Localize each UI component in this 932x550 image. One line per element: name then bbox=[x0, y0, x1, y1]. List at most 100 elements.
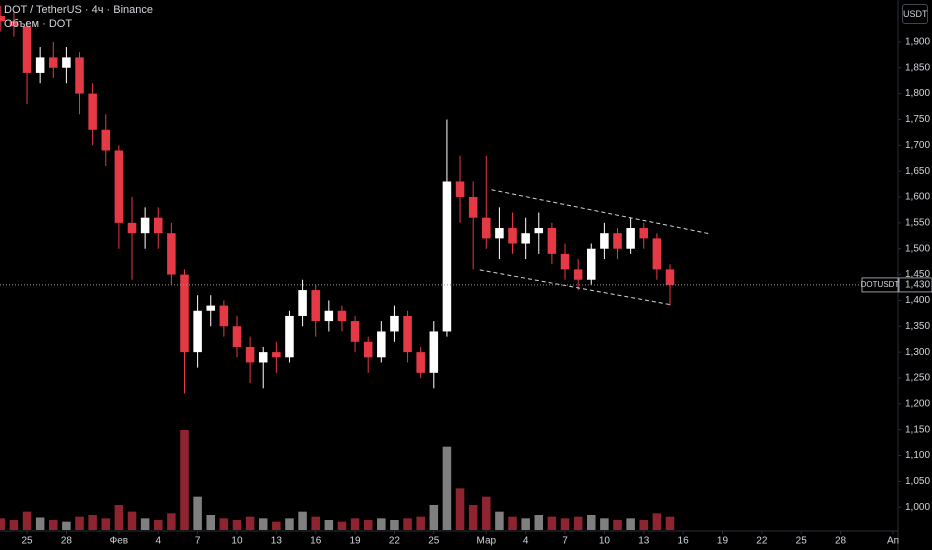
volume-bar bbox=[547, 516, 557, 530]
y-tick-label: 1,500 bbox=[905, 243, 930, 254]
volume-bar bbox=[140, 518, 150, 530]
candle-body bbox=[468, 197, 478, 218]
y-tick-label: 1,450 bbox=[905, 269, 930, 280]
trendline bbox=[479, 269, 673, 306]
x-tick-label: Мар bbox=[477, 536, 497, 547]
volume-bar bbox=[206, 515, 215, 530]
candle-body bbox=[285, 315, 294, 358]
volume-bar bbox=[573, 516, 583, 530]
x-tick-label: 25 bbox=[21, 536, 33, 547]
volume-bar bbox=[75, 516, 84, 530]
chart-title: DOT / TetherUS · 4ч · Binance bbox=[4, 4, 153, 16]
volume-bar bbox=[35, 517, 45, 530]
x-tick-label: 7 bbox=[195, 536, 201, 547]
x-tick-label: 16 bbox=[310, 536, 322, 547]
volume-bar bbox=[9, 520, 19, 530]
candle-body bbox=[600, 233, 609, 249]
volume-bar bbox=[600, 518, 609, 530]
candle-body bbox=[311, 290, 320, 322]
y-tick-label: 1,050 bbox=[905, 476, 930, 487]
volume-bar bbox=[219, 518, 229, 530]
candle-body bbox=[232, 326, 242, 347]
candle-body bbox=[153, 217, 163, 234]
candle-body bbox=[180, 274, 189, 353]
candle-body bbox=[101, 129, 111, 151]
symbol-badge bbox=[861, 277, 899, 293]
volume-bar bbox=[560, 518, 570, 530]
candle-body bbox=[534, 228, 544, 234]
volume-bar bbox=[468, 505, 478, 530]
volume-bar bbox=[167, 513, 176, 530]
candle-body bbox=[521, 233, 530, 244]
volume-bar bbox=[0, 518, 6, 530]
volume-bar bbox=[324, 520, 334, 530]
volume-bar bbox=[22, 511, 32, 530]
x-tick-label: 7 bbox=[562, 536, 568, 547]
volume-bar bbox=[232, 520, 242, 530]
y-tick-label: 1,150 bbox=[905, 424, 930, 435]
candle-body bbox=[508, 228, 517, 244]
x-tick-label: 19 bbox=[717, 536, 729, 547]
volume-bar bbox=[337, 521, 347, 530]
candle-body bbox=[403, 315, 412, 353]
candle-body bbox=[298, 290, 307, 316]
x-tick-label: 16 bbox=[678, 536, 690, 547]
candle-body bbox=[626, 228, 635, 249]
volume-bar bbox=[363, 520, 373, 530]
y-tick-label: 1,850 bbox=[905, 62, 930, 73]
candle-body bbox=[455, 181, 465, 198]
candle-body bbox=[350, 321, 360, 342]
volume-bar bbox=[285, 518, 294, 530]
candle-body bbox=[272, 352, 281, 358]
candle-body bbox=[258, 352, 268, 363]
candle-body bbox=[49, 57, 58, 68]
x-tick-label: 13 bbox=[638, 536, 650, 547]
candle-body bbox=[35, 57, 45, 73]
volume-bar bbox=[101, 518, 111, 530]
volume-bar bbox=[429, 505, 439, 530]
volume-bar bbox=[455, 488, 465, 530]
x-tick-label: 4 bbox=[155, 536, 161, 547]
candle-body bbox=[573, 269, 583, 280]
x-tick-label: 25 bbox=[796, 536, 808, 547]
volume-bar bbox=[416, 516, 425, 530]
y-tick-label: 1,200 bbox=[905, 398, 930, 409]
volume-bar bbox=[193, 496, 202, 530]
x-tick-label: Ап bbox=[887, 536, 899, 547]
currency-button[interactable]: USDT bbox=[902, 4, 928, 24]
volume-title: Объем · DOT bbox=[4, 18, 73, 30]
volume-bar bbox=[534, 515, 544, 530]
volume-bar bbox=[626, 518, 635, 530]
volume-bar bbox=[508, 516, 517, 530]
x-tick-label: 28 bbox=[835, 536, 847, 547]
candle-body bbox=[114, 150, 124, 223]
volume-bar bbox=[245, 516, 255, 530]
price-badge bbox=[898, 277, 932, 293]
x-tick-label: 13 bbox=[271, 536, 283, 547]
candle-body bbox=[88, 93, 97, 130]
volume-bar bbox=[114, 505, 124, 530]
volume-bar bbox=[639, 520, 649, 530]
volume-bar bbox=[88, 515, 97, 530]
volume-bar bbox=[272, 521, 281, 530]
candle-body bbox=[193, 310, 202, 353]
volume-bar bbox=[350, 518, 360, 530]
y-tick-label: 1,000 bbox=[905, 502, 930, 513]
volume-bar bbox=[613, 520, 622, 530]
candle-body bbox=[140, 217, 150, 234]
volume-bar bbox=[49, 520, 58, 530]
x-tick-label: 28 bbox=[61, 536, 73, 547]
volume-bar bbox=[495, 511, 504, 530]
x-tick-label: 22 bbox=[756, 536, 768, 547]
candle-body bbox=[324, 310, 334, 322]
y-tick-label: 1,650 bbox=[905, 166, 930, 177]
volume-bar bbox=[586, 515, 596, 530]
y-tick-label: 1,800 bbox=[905, 88, 930, 99]
candle-body bbox=[363, 341, 373, 358]
symbol-label: DOTUSDT bbox=[861, 280, 900, 289]
volume-bar bbox=[153, 520, 163, 530]
last-price-label: 1,430 bbox=[905, 280, 930, 291]
candle-body bbox=[652, 238, 662, 270]
x-tick-label: 10 bbox=[599, 536, 611, 547]
y-tick-label: 1,250 bbox=[905, 373, 930, 384]
